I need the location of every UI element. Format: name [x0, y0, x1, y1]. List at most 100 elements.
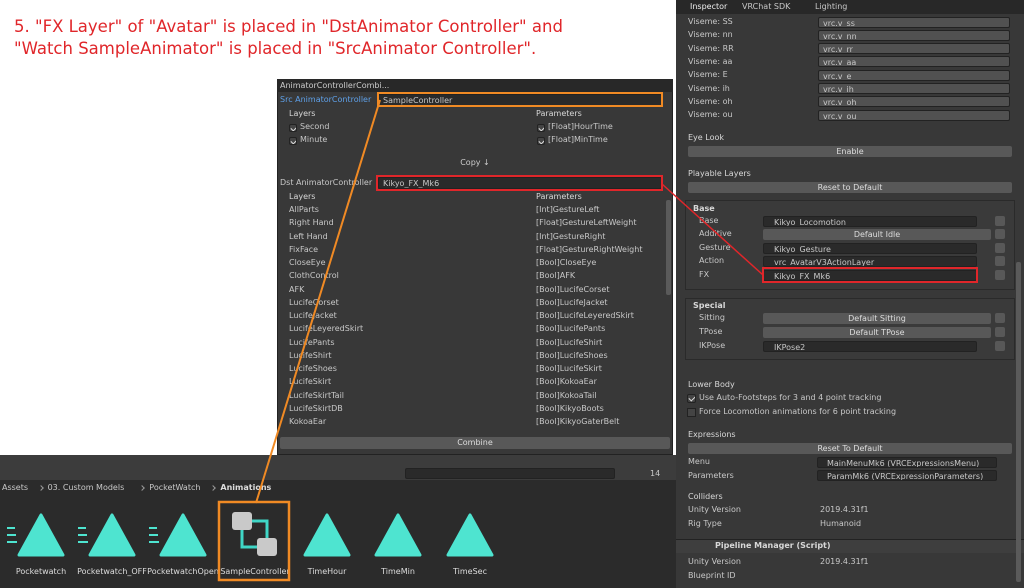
- dst-parameter: [Bool]LucifeCorset: [536, 284, 610, 294]
- viseme-dropdown[interactable]: vrc.v_ih: [818, 83, 1010, 94]
- dst-parameter: [Bool]KokoaEar: [536, 377, 597, 387]
- viseme-dropdown[interactable]: vrc.v_oh: [818, 96, 1010, 108]
- viseme-dropdown[interactable]: vrc.v_ou: [818, 109, 1010, 121]
- clear-button[interactable]: [995, 327, 1005, 337]
- reset-button[interactable]: Reset To Default: [688, 443, 1012, 454]
- enable-button[interactable]: Enable: [688, 146, 1012, 157]
- tab[interactable]: Inspector: [690, 2, 728, 11]
- combine-button[interactable]: Combine: [280, 437, 670, 449]
- dst-layer: Right Hand: [289, 218, 334, 228]
- layer-button[interactable]: Default Idle: [763, 228, 991, 240]
- checkbox[interactable]: [537, 124, 545, 132]
- dst-layer: FixFace: [289, 244, 319, 254]
- dst-parameter: [Float]GestureRightWeight: [536, 244, 643, 254]
- dst-layer: AllParts: [289, 205, 319, 214]
- viseme-label: Viseme: ih: [688, 83, 730, 93]
- parameters-header: Parameters: [536, 192, 582, 201]
- layer-field[interactable]: vrc_AvatarV3ActionLayer: [763, 255, 977, 267]
- dst-parameter: [Bool]KikyoGaterBelt: [536, 417, 620, 426]
- layer-field[interactable]: Kikyo_Gesture: [763, 242, 977, 254]
- dst-parameter: [Float]GestureLeftWeight: [536, 218, 637, 228]
- checkbox[interactable]: [289, 137, 297, 146]
- dst-layer: LucifeSkirt: [289, 377, 332, 387]
- asset-label[interactable]: SampleController: [220, 567, 290, 576]
- asset-label[interactable]: PocketwatchOpen: [147, 567, 219, 576]
- asset-label[interactable]: TimeMin: [381, 567, 415, 576]
- viseme-dropdown[interactable]: vrc.v_ss: [818, 16, 1010, 28]
- viseme-label: Viseme: ou: [688, 110, 733, 120]
- clear-button[interactable]: [995, 256, 1005, 266]
- asset-label[interactable]: Pocketwatch: [15, 567, 67, 576]
- field-label: Rig Type: [688, 519, 722, 528]
- window-title[interactable]: AnimatorControllerCombi...: [280, 81, 390, 90]
- dst-layer: CloseEye: [289, 258, 326, 267]
- dst-field[interactable]: Kikyo_FX_Mk6: [378, 177, 662, 189]
- clear-button[interactable]: [995, 216, 1005, 226]
- dst-layer: LucifeLeyeredSkirt: [289, 324, 364, 334]
- asset-label[interactable]: TimeHour: [307, 567, 347, 576]
- viseme-label: Viseme: E: [688, 70, 728, 80]
- field-label: Unity Version: [688, 505, 741, 514]
- checkbox[interactable]: [289, 124, 297, 132]
- combiner-titlebar: [277, 79, 673, 92]
- search-field[interactable]: [405, 468, 615, 479]
- section-header[interactable]: Expressions: [688, 430, 736, 439]
- dst-label: Dst AnimatorController: [280, 178, 373, 187]
- option-label: Use Auto-Footsteps for 3 and 4 point tra…: [699, 393, 882, 402]
- dst-layer: LucifeShirt: [289, 350, 332, 360]
- tab[interactable]: VRChat SDK: [742, 2, 791, 11]
- dst-parameter: [Bool]KokoaTail: [536, 390, 597, 400]
- clear-button[interactable]: [995, 341, 1005, 351]
- viseme-dropdown[interactable]: vrc.v_e: [818, 69, 1010, 81]
- pipeline-bar: [676, 539, 1024, 553]
- section-header[interactable]: Eye Look: [688, 133, 724, 142]
- dst-layer: LucifeSkirtTail: [289, 390, 345, 400]
- viseme-dropdown[interactable]: vrc.v_rr: [818, 43, 1010, 55]
- tab[interactable]: Lighting: [815, 2, 848, 11]
- src-field[interactable]: SampleController: [378, 94, 662, 106]
- dst-layer: Left Hand: [289, 231, 328, 241]
- scrollbar: [666, 200, 671, 295]
- checkbox[interactable]: [687, 408, 696, 417]
- asset-field[interactable]: ParamMk6 (VRCExpressionParameters): [817, 470, 997, 481]
- layer-field[interactable]: Kikyo_FX_Mk6: [763, 269, 977, 281]
- dst-layer: ClothControl: [289, 271, 339, 281]
- breadcrumb[interactable]: Animations: [220, 483, 272, 492]
- breadcrumb[interactable]: 03. Custom Models: [47, 483, 125, 492]
- viseme-dropdown[interactable]: vrc.v_aa: [818, 56, 1010, 68]
- breadcrumb[interactable]: PocketWatch: [149, 483, 201, 492]
- section-header[interactable]: Lower Body: [688, 380, 735, 389]
- asset-field[interactable]: MainMenuMk6 (VRCExpressionsMenu): [817, 456, 997, 468]
- clear-button[interactable]: [995, 229, 1005, 239]
- layer-field[interactable]: IKPose2: [763, 340, 977, 352]
- asset-label[interactable]: TimeSec: [453, 567, 487, 576]
- copy-button[interactable]: Copy ↓: [460, 158, 490, 167]
- section-header[interactable]: Colliders: [688, 492, 723, 501]
- clear-button[interactable]: [995, 313, 1005, 323]
- clear-button[interactable]: [995, 270, 1005, 280]
- field-label: Additive: [699, 229, 732, 238]
- clear-button[interactable]: [995, 243, 1005, 253]
- viseme-dropdown[interactable]: vrc.v_nn: [818, 29, 1010, 41]
- section-header[interactable]: Playable Layers: [688, 169, 751, 178]
- checkbox[interactable]: [537, 137, 545, 146]
- parameters-header: Parameters: [536, 109, 582, 118]
- field-value: 2019.4.31f1: [820, 557, 869, 566]
- layers-header: Layers: [289, 192, 316, 201]
- layer-button[interactable]: Default Sitting: [763, 312, 991, 324]
- field-value: Humanoid: [820, 519, 862, 528]
- breadcrumb[interactable]: Assets: [2, 483, 29, 492]
- scrollbar: [1016, 262, 1021, 582]
- dst-parameter: [Bool]LucifeSkirt: [536, 364, 602, 373]
- component-title[interactable]: Pipeline Manager (Script): [715, 541, 831, 550]
- asset-label[interactable]: Pocketwatch_OFF: [77, 567, 147, 576]
- group-header: Base: [693, 204, 715, 213]
- layer-field[interactable]: Kikyo_Locomotion: [763, 215, 977, 227]
- reset-button[interactable]: Reset to Default: [688, 182, 1012, 193]
- checkbox[interactable]: [687, 394, 696, 403]
- layer-button[interactable]: Default TPose: [763, 326, 991, 338]
- field-label: Blueprint ID: [688, 571, 736, 580]
- src-layer: Second: [300, 122, 330, 131]
- field-label: Base: [699, 216, 719, 225]
- src-parameter: [Float]MinTime: [548, 135, 608, 145]
